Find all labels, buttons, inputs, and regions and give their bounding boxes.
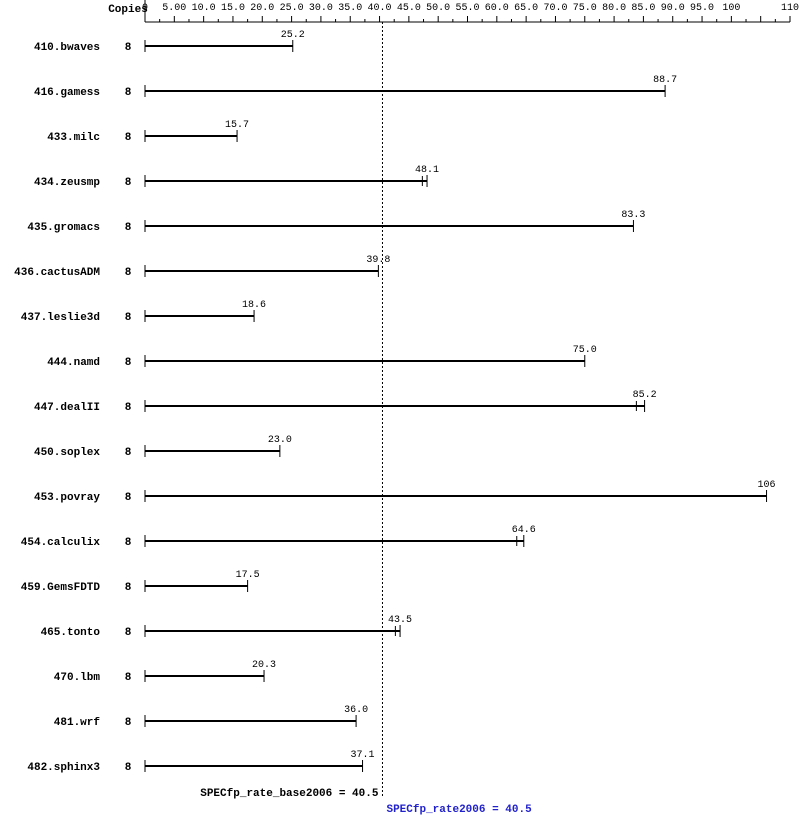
- benchmark-row: 459.GemsFDTD 8 17.5: [21, 570, 260, 594]
- benchmark-row: 450.soplex 8 23.0: [34, 435, 292, 459]
- benchmark-name: 470.lbm: [54, 672, 101, 684]
- axis-tick-label: 65.0: [514, 3, 538, 14]
- copies-value: 8: [125, 357, 132, 369]
- copies-value: 8: [125, 267, 132, 279]
- axis-tick-label: 25.0: [280, 3, 304, 14]
- result-value: 85.2: [633, 390, 657, 401]
- benchmark-name: 435.gromacs: [27, 222, 100, 234]
- result-value: 64.6: [512, 525, 536, 536]
- axis-tick-label: 85.0: [631, 3, 655, 14]
- axis-tick-label: 15.0: [221, 3, 245, 14]
- footer-peak-label: SPECfp_rate2006 = 40.5: [386, 804, 532, 816]
- result-value: 17.5: [236, 570, 260, 581]
- benchmark-name: 459.GemsFDTD: [21, 582, 101, 594]
- copies-value: 8: [125, 132, 132, 144]
- result-value: 88.7: [653, 75, 677, 86]
- benchmark-row: 436.cactusADM 8 39.8: [14, 255, 390, 279]
- axis-tick-label: 45.0: [397, 3, 421, 14]
- axis-tick-label: 5.00: [162, 3, 186, 14]
- benchmark-row: 416.gamess 8 88.7: [34, 75, 677, 99]
- benchmark-row: 447.dealII 8 85.2: [34, 390, 657, 414]
- copies-value: 8: [125, 402, 132, 414]
- axis-tick-label: 75.0: [573, 3, 597, 14]
- axis-tick-label: 50.0: [426, 3, 450, 14]
- axis-tick-label: 100: [722, 3, 740, 14]
- result-value: 75.0: [573, 345, 597, 356]
- benchmark-rows: 410.bwaves 8 25.2 416.gamess 8 88.7 433.milc 8 1…: [14, 30, 775, 774]
- benchmark-name: 454.calculix: [21, 537, 101, 549]
- axis-tick-label: 80.0: [602, 3, 626, 14]
- benchmark-row: 435.gromacs 8 83.3: [27, 210, 645, 234]
- copies-header: Copies: [108, 4, 148, 16]
- x-axis: 05.0010.015.020.025.030.035.040.045.050.…: [142, 0, 799, 22]
- axis-tick-label: 35.0: [338, 3, 362, 14]
- axis-tick-label: 70.0: [543, 3, 567, 14]
- benchmark-row: 410.bwaves 8 25.2: [34, 30, 305, 54]
- axis-tick-label: 30.0: [309, 3, 333, 14]
- copies-value: 8: [125, 222, 132, 234]
- result-value: 36.0: [344, 705, 368, 716]
- benchmark-name: 436.cactusADM: [14, 267, 100, 279]
- result-value: 106: [758, 480, 776, 491]
- benchmark-name: 433.milc: [47, 132, 100, 144]
- result-value: 39.8: [366, 255, 390, 266]
- result-value: 43.5: [388, 615, 412, 626]
- benchmark-name: 437.leslie3d: [21, 312, 100, 324]
- result-value: 37.1: [351, 750, 375, 761]
- copies-value: 8: [125, 672, 132, 684]
- benchmark-row: 465.tonto 8 43.5: [41, 615, 412, 639]
- benchmark-row: 482.sphinx3 8 37.1: [27, 750, 374, 774]
- benchmark-name: 450.soplex: [34, 447, 100, 459]
- copies-value: 8: [125, 177, 132, 189]
- benchmark-row: 481.wrf 8 36.0: [54, 705, 368, 729]
- benchmark-name: 465.tonto: [41, 627, 101, 639]
- benchmark-name: 453.povray: [34, 492, 100, 504]
- copies-value: 8: [125, 42, 132, 54]
- result-value: 20.3: [252, 660, 276, 671]
- result-value: 23.0: [268, 435, 292, 446]
- axis-tick-label: 10.0: [192, 3, 216, 14]
- benchmark-row: 470.lbm 8 20.3: [54, 660, 276, 684]
- axis-tick-label: 110: [781, 3, 799, 14]
- benchmark-row: 433.milc 8 15.7: [47, 120, 249, 144]
- benchmark-chart: 05.0010.015.020.025.030.035.040.045.050.…: [0, 0, 799, 831]
- axis-tick-label: 55.0: [455, 3, 479, 14]
- copies-value: 8: [125, 537, 132, 549]
- copies-value: 8: [125, 627, 132, 639]
- benchmark-name: 434.zeusmp: [34, 177, 100, 189]
- axis-tick-label: 90.0: [661, 3, 685, 14]
- benchmark-row: 453.povray 8 106: [34, 480, 776, 504]
- benchmark-name: 444.namd: [47, 357, 100, 369]
- benchmark-row: 454.calculix 8 64.6: [21, 525, 536, 549]
- axis-tick-label: 60.0: [485, 3, 509, 14]
- benchmark-row: 444.namd 8 75.0: [47, 345, 597, 369]
- result-value: 83.3: [621, 210, 645, 221]
- benchmark-name: 447.dealII: [34, 402, 100, 414]
- copies-value: 8: [125, 87, 132, 99]
- benchmark-name: 482.sphinx3: [27, 762, 100, 774]
- axis-tick-label: 95.0: [690, 3, 714, 14]
- result-value: 15.7: [225, 120, 249, 131]
- result-value: 18.6: [242, 300, 266, 311]
- result-value: 48.1: [415, 165, 439, 176]
- benchmark-name: 481.wrf: [54, 717, 101, 729]
- axis-tick-label: 40.0: [368, 3, 392, 14]
- copies-value: 8: [125, 762, 132, 774]
- benchmark-row: 437.leslie3d 8 18.6: [21, 300, 266, 324]
- copies-value: 8: [125, 312, 132, 324]
- axis-tick-label: 20.0: [250, 3, 274, 14]
- benchmark-name: 410.bwaves: [34, 42, 100, 54]
- copies-value: 8: [125, 582, 132, 594]
- copies-value: 8: [125, 492, 132, 504]
- benchmark-row: 434.zeusmp 8 48.1: [34, 165, 439, 189]
- copies-value: 8: [125, 717, 132, 729]
- benchmark-name: 416.gamess: [34, 87, 100, 99]
- footer-base-label: SPECfp_rate_base2006 = 40.5: [200, 788, 379, 800]
- result-value: 25.2: [281, 30, 305, 41]
- copies-value: 8: [125, 447, 132, 459]
